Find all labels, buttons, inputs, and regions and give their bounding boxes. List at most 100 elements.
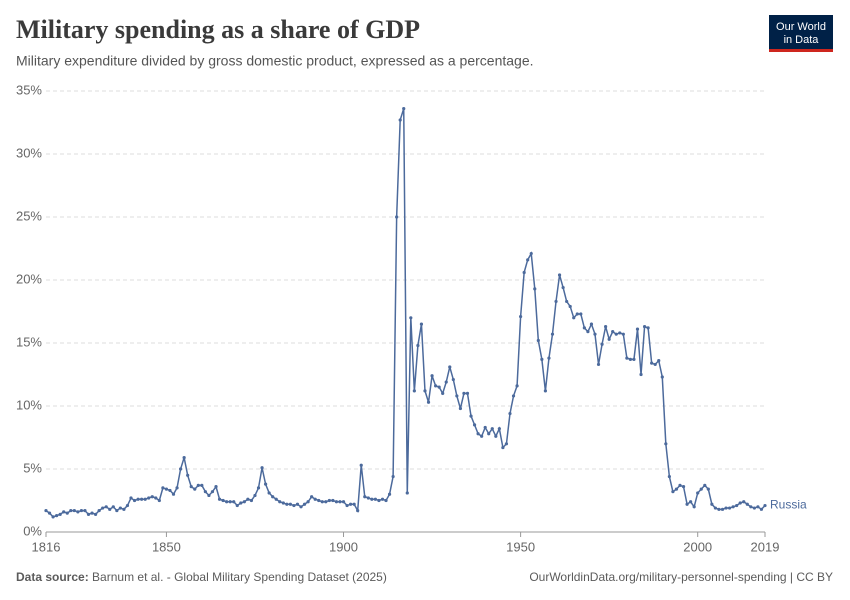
data-point	[650, 361, 654, 365]
data-point	[391, 474, 395, 479]
data-point	[696, 491, 700, 495]
data-point	[639, 372, 643, 377]
data-point	[511, 394, 516, 398]
data-point	[689, 500, 693, 504]
data-point	[175, 486, 179, 490]
data-point	[140, 497, 144, 501]
data-point	[579, 312, 583, 316]
source: Barnum et al. - Global Military Spending…	[92, 570, 387, 584]
data-point	[387, 492, 392, 496]
data-point	[681, 485, 686, 489]
chart-subtitle: Military expenditure divided by gross do…	[16, 53, 534, 69]
data-point	[108, 507, 112, 511]
data-point	[395, 215, 399, 219]
data-point	[384, 498, 388, 503]
data-point	[310, 495, 314, 499]
data-point	[547, 356, 551, 360]
data-point	[278, 500, 282, 504]
footer-source: Data source: Barnum et al. - Global Mili…	[16, 570, 387, 584]
data-point	[168, 488, 172, 493]
data-point	[710, 502, 714, 506]
data-point	[97, 508, 101, 513]
data-point	[618, 331, 622, 335]
data-point	[625, 356, 629, 360]
data-point	[724, 506, 728, 510]
data-point	[334, 500, 339, 504]
data-point	[678, 483, 682, 487]
series-line	[45, 108, 766, 518]
data-point	[749, 505, 753, 509]
y-tick-label: 35%	[16, 82, 42, 97]
data-point	[543, 389, 548, 393]
data-point	[104, 505, 108, 509]
data-point	[519, 314, 523, 319]
data-point	[455, 394, 459, 398]
data-point	[476, 432, 480, 436]
data-point	[235, 503, 239, 508]
data-point	[118, 506, 122, 510]
y-tick-label: 10%	[16, 397, 42, 412]
data-point	[657, 359, 661, 363]
data-point	[55, 514, 59, 518]
data-point	[320, 500, 324, 504]
data-point	[731, 505, 735, 509]
data-point	[331, 498, 335, 503]
data-point	[271, 495, 275, 499]
data-point	[720, 507, 725, 511]
data-point	[58, 512, 62, 516]
data-point	[125, 503, 130, 508]
data-point	[674, 487, 679, 491]
data-point	[380, 497, 385, 501]
data-point	[727, 506, 732, 510]
data-point	[324, 500, 328, 504]
data-point	[745, 502, 749, 506]
data-point	[161, 486, 165, 490]
data-point	[398, 118, 402, 122]
data-point	[193, 487, 197, 491]
data-point	[349, 502, 353, 506]
data-point	[713, 506, 718, 510]
data-point	[667, 474, 671, 479]
data-point	[200, 483, 204, 487]
data-point	[586, 330, 590, 334]
data-point	[561, 285, 565, 290]
data-point	[186, 473, 190, 477]
data-point	[430, 374, 434, 378]
data-point	[480, 434, 484, 438]
data-point	[76, 510, 80, 514]
data-point	[409, 316, 413, 320]
data-point	[589, 322, 594, 326]
y-tick-label: 25%	[16, 208, 42, 223]
data-point	[83, 508, 87, 513]
data-point	[692, 505, 696, 509]
chart-title: Military spending as a share of GDP	[16, 15, 420, 44]
data-point	[635, 327, 640, 331]
data-point	[263, 482, 268, 486]
data-point	[508, 411, 512, 416]
data-point	[338, 500, 342, 504]
data-point	[51, 515, 55, 519]
data-point	[699, 487, 703, 491]
data-point	[423, 389, 427, 393]
data-point	[653, 362, 657, 367]
data-point	[763, 503, 767, 508]
data-point	[448, 365, 452, 369]
data-point	[62, 510, 66, 514]
data-point	[359, 463, 363, 467]
y-tick-label: 30%	[16, 145, 42, 160]
x-tick-label: 1950	[506, 539, 535, 554]
logo-bar	[769, 49, 833, 52]
logo-text: Our World	[776, 21, 826, 33]
data-point	[225, 500, 229, 504]
data-point	[472, 423, 477, 427]
data-point	[363, 495, 367, 499]
data-point	[285, 502, 289, 506]
data-point	[373, 497, 377, 501]
data-point	[660, 375, 664, 379]
data-point	[253, 493, 257, 498]
data-point	[341, 500, 346, 504]
data-point	[405, 491, 409, 495]
data-point	[752, 506, 756, 510]
data-point	[210, 490, 215, 494]
x-tick-label: 1816	[32, 539, 61, 554]
